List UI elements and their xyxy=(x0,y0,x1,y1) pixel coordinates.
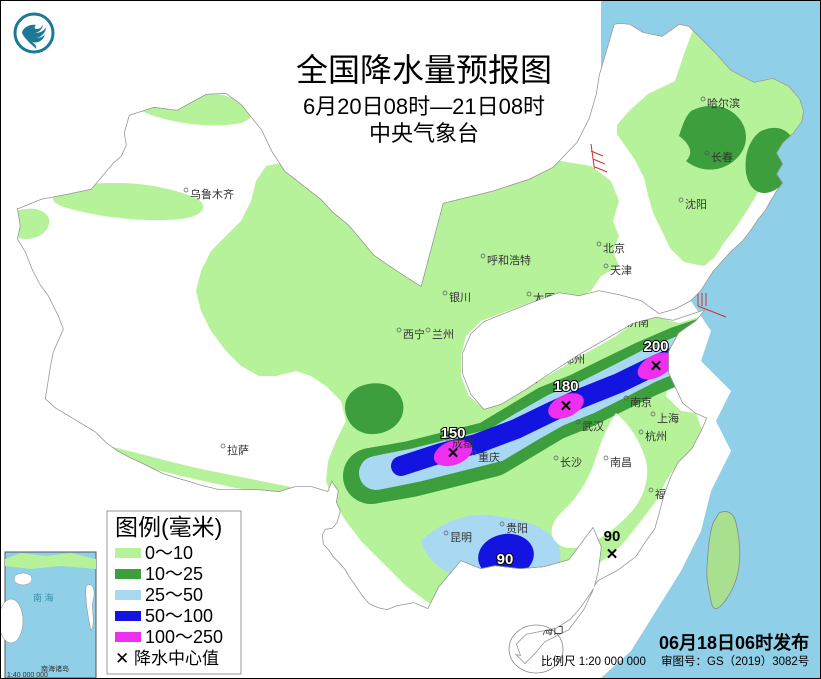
svg-text:50〜100: 50〜100 xyxy=(145,606,213,626)
svg-text:昆明: 昆明 xyxy=(450,531,472,544)
svg-text:南京: 南京 xyxy=(630,395,652,409)
svg-text:哈尔滨: 哈尔滨 xyxy=(707,96,740,110)
svg-text:100〜250: 100〜250 xyxy=(145,627,223,647)
svg-text:拉萨: 拉萨 xyxy=(227,443,249,457)
svg-text:审图号：GS（2019）3082号: 审图号：GS（2019）3082号 xyxy=(661,654,809,668)
svg-text:90: 90 xyxy=(497,551,514,568)
svg-text:图例(毫米): 图例(毫米) xyxy=(115,514,222,540)
svg-text:6月20日08时—21日08时: 6月20日08时—21日08时 xyxy=(303,94,545,119)
svg-text:武汉: 武汉 xyxy=(582,420,604,433)
svg-text:上海: 上海 xyxy=(657,411,679,425)
svg-text:沈阳: 沈阳 xyxy=(685,197,707,211)
svg-text:银川: 银川 xyxy=(449,290,471,304)
svg-text:90: 90 xyxy=(604,528,621,545)
svg-text:杭州: 杭州 xyxy=(645,429,667,443)
svg-text:成都: 成都 xyxy=(452,437,474,450)
svg-text:✕ 降水中心值: ✕ 降水中心值 xyxy=(115,649,219,668)
svg-text:乌鲁木齐: 乌鲁木齐 xyxy=(190,187,234,201)
svg-text:呼和浩特: 呼和浩特 xyxy=(487,253,531,267)
svg-text:✕: ✕ xyxy=(560,398,573,415)
svg-text:比例尺 1:20 000 000: 比例尺 1:20 000 000 xyxy=(541,654,646,668)
svg-text:1:40 000 000: 1:40 000 000 xyxy=(7,672,48,678)
svg-text:兰州: 兰州 xyxy=(432,328,454,341)
svg-text:0〜10: 0〜10 xyxy=(145,543,193,563)
svg-text:南昌: 南昌 xyxy=(610,456,632,469)
svg-text:天津: 天津 xyxy=(610,264,632,277)
svg-text:长沙: 长沙 xyxy=(560,456,582,469)
svg-text:✕: ✕ xyxy=(606,546,619,563)
svg-text:南 海: 南 海 xyxy=(33,592,54,603)
svg-text:贵阳: 贵阳 xyxy=(506,522,528,535)
svg-text:西宁: 西宁 xyxy=(403,327,425,341)
svg-text:全国降水量预报图: 全国降水量预报图 xyxy=(296,52,552,88)
svg-text:✕: ✕ xyxy=(650,358,663,375)
svg-text:06月18日06时发布: 06月18日06时发布 xyxy=(659,632,809,653)
svg-text:北京: 北京 xyxy=(603,241,625,255)
svg-text:重庆: 重庆 xyxy=(478,450,500,464)
svg-text:长春: 长春 xyxy=(711,151,733,164)
svg-text:200: 200 xyxy=(643,338,668,355)
svg-text:10〜25: 10〜25 xyxy=(145,564,203,584)
svg-text:180: 180 xyxy=(553,378,578,395)
svg-text:25〜50: 25〜50 xyxy=(145,585,203,605)
svg-text:中央气象台: 中央气象台 xyxy=(369,121,479,146)
